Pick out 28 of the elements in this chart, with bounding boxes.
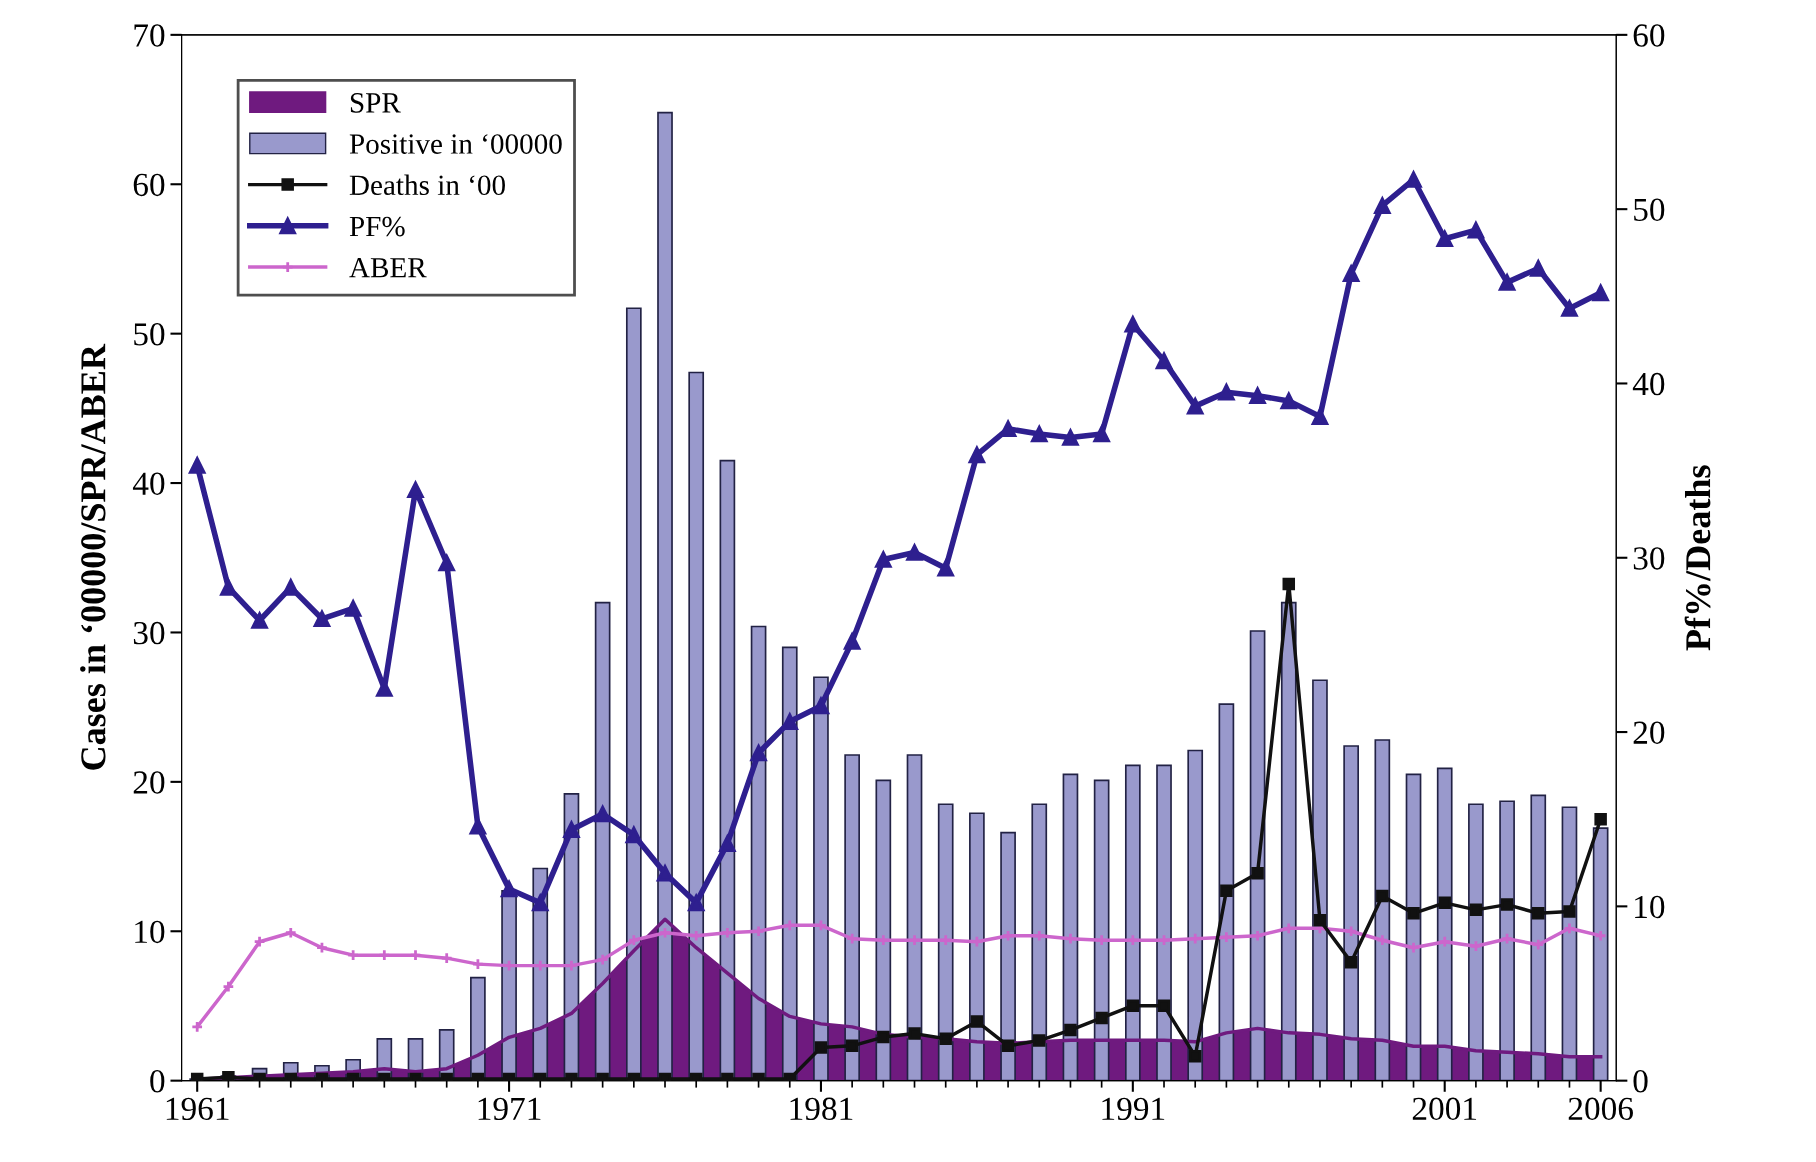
legend-label: Positive in ‘00000 xyxy=(349,134,562,154)
x-tick-label: 1961 xyxy=(166,1097,229,1121)
y-tick-label: 30 xyxy=(133,621,165,645)
y-tick-label: 40 xyxy=(132,472,165,495)
y2-tick-label: 0 xyxy=(1633,1070,1648,1093)
legend-label: SPR xyxy=(350,93,401,113)
x-tick-label: 2001 xyxy=(1412,1097,1477,1121)
x-tick-label: 1981 xyxy=(790,1097,853,1121)
y-tick-label: 0 xyxy=(150,1070,165,1093)
y2-tick-label: 30 xyxy=(1633,547,1665,570)
x-tick-label: 1971 xyxy=(478,1097,541,1121)
y-tick-label: 10 xyxy=(135,920,165,944)
legend-label: PF% xyxy=(349,216,405,237)
legend-label: ABER xyxy=(349,257,427,278)
legend-label: Deaths in ‘00 xyxy=(349,174,505,196)
y-axis-title: Cases in ‘00000/SPR/ABER xyxy=(80,343,106,770)
y2-axis-title: Pf%/Deaths xyxy=(1684,465,1711,651)
y-tick-label: 70 xyxy=(134,24,165,47)
y-tick-label: 60 xyxy=(133,173,165,197)
y-tick-label: 20 xyxy=(133,771,165,794)
y2-tick-label: 40 xyxy=(1632,372,1665,396)
x-tick-label: 2006 xyxy=(1568,1097,1633,1121)
y2-tick-label: 20 xyxy=(1633,721,1665,744)
y2-tick-label: 60 xyxy=(1633,24,1665,47)
y2-tick-label: 50 xyxy=(1634,198,1665,222)
y2-tick-label: 10 xyxy=(1635,895,1665,919)
x-tick-label: 1991 xyxy=(1102,1097,1165,1121)
y-tick-label: 50 xyxy=(134,323,165,346)
